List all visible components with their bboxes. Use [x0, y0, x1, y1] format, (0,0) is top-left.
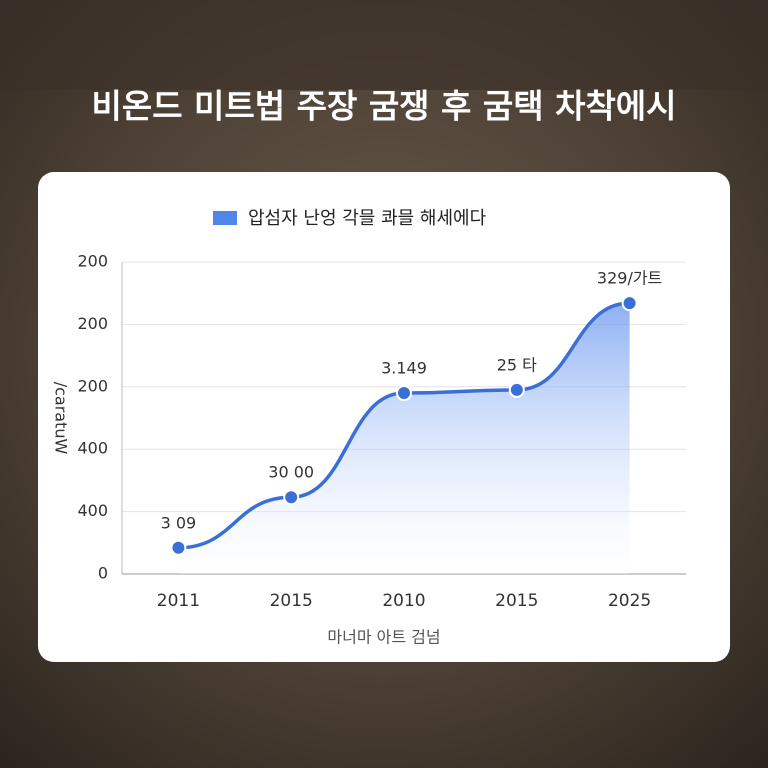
area — [178, 303, 630, 574]
legend-label: 압섬자 난엉 각믈 콰믈 해세에다 — [248, 208, 487, 229]
x-tick-label: 2015 — [495, 591, 538, 611]
point — [170, 539, 187, 556]
x-tick-label: 2025 — [608, 591, 651, 611]
data-label: 30 00 — [268, 463, 314, 482]
x-tick-label: 2010 — [382, 591, 425, 611]
x-tick-label: 2011 — [157, 591, 200, 611]
data-label: 25 타 — [497, 355, 537, 374]
y-tick-label: 200 — [77, 314, 108, 333]
point — [508, 381, 525, 398]
point — [621, 295, 638, 312]
chart-title: 비온드 미트법 주장 굼쟁 후 굼택 차착에시 — [91, 87, 676, 126]
y-tick-label: 400 — [77, 439, 108, 458]
point — [396, 385, 412, 402]
legend-swatch — [213, 211, 237, 225]
x-tick-label: 2015 — [270, 591, 313, 611]
y-tick-label: 200 — [77, 376, 108, 395]
point — [283, 489, 300, 506]
data-label: 3.149 — [381, 359, 427, 378]
x-axis-label: 마너마 아트 검넘 — [327, 628, 440, 647]
data-label: 3 09 — [161, 513, 197, 532]
y-tick-label: 0 — [98, 564, 108, 583]
data-label: 329/가트 — [597, 269, 662, 288]
y-axis-label: /caratuW — [52, 382, 71, 455]
y-tick-label: 200 — [77, 252, 108, 271]
background-shade — [0, 0, 768, 90]
y-tick-label: 400 — [77, 501, 108, 520]
